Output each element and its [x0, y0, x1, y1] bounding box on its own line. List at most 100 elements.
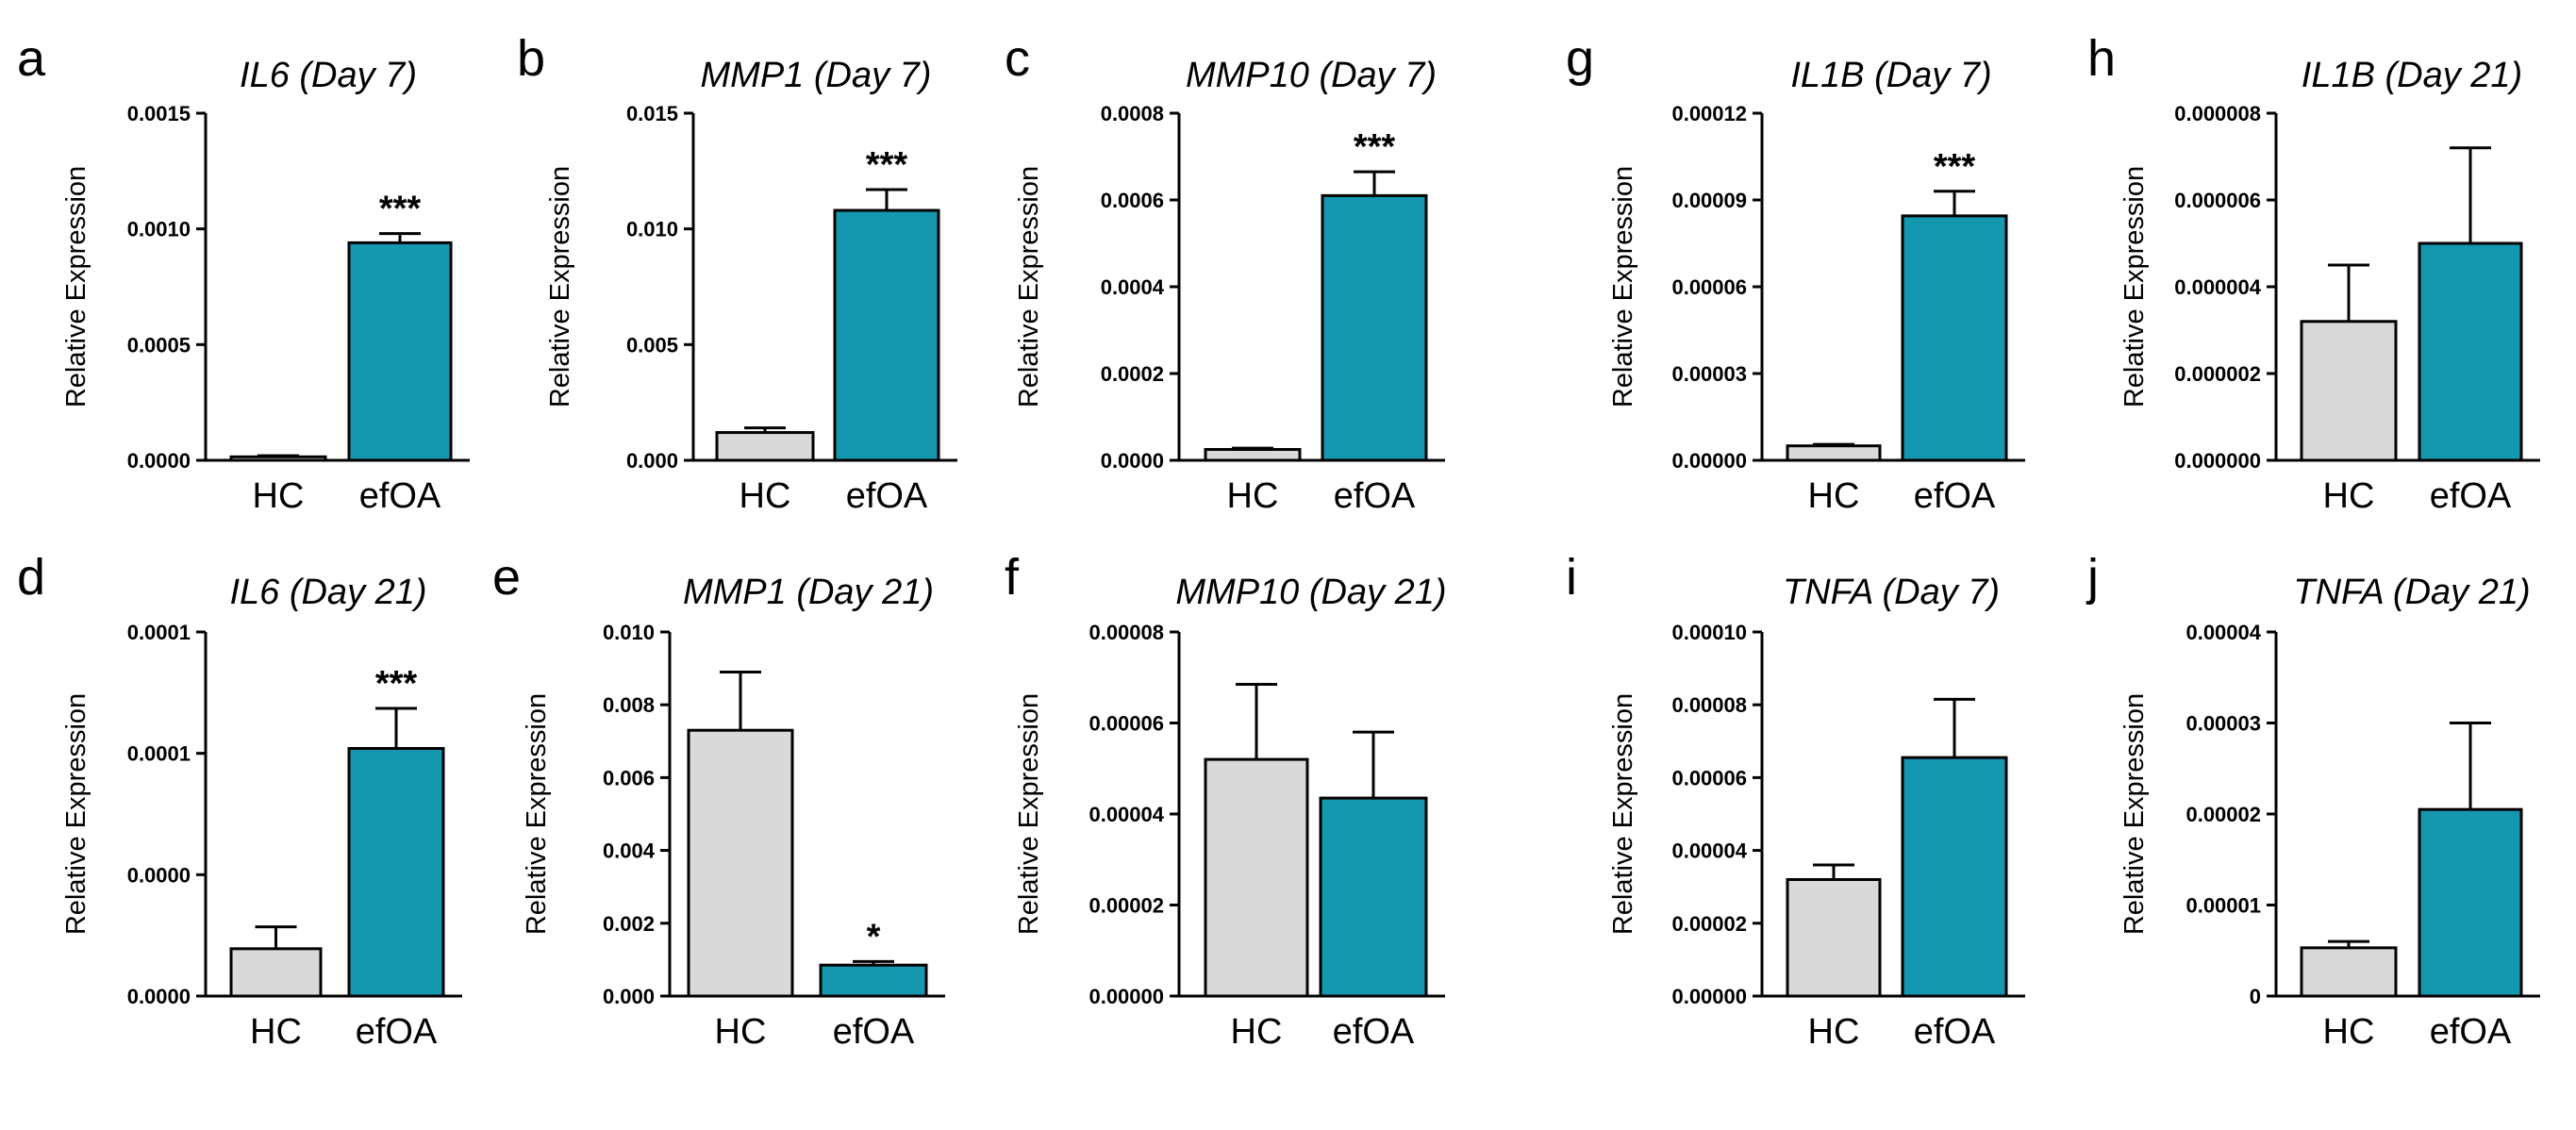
y-tick-label: 0.00010	[1671, 621, 1747, 644]
y-axis-label: Relative Expression	[61, 693, 91, 935]
chart-title: MMP1 (Day 21)	[683, 573, 934, 612]
y-tick-label: 0.0001	[127, 621, 191, 644]
y-tick-label: 0.000002	[2174, 362, 2261, 386]
panel-letter: d	[17, 549, 45, 606]
x-tick-label: efOA	[2430, 476, 2512, 516]
y-tick-label: 0.0001	[127, 742, 191, 766]
chart-title: IL1B (Day 7)	[1790, 56, 1991, 95]
x-tick-label: HC	[1808, 1012, 1860, 1052]
y-tick-label: 0.004	[603, 839, 656, 863]
bar-hc	[715, 431, 815, 462]
y-axis-label: Relative Expression	[61, 166, 91, 407]
y-tick-label: 0.006	[603, 766, 655, 789]
y-tick-label: 0.00009	[1671, 189, 1747, 212]
panel-letter: a	[17, 30, 46, 87]
bar-efoa	[1901, 214, 2008, 462]
y-tick-label: 0.00002	[2185, 803, 2261, 826]
error-bar-efoa	[379, 232, 421, 243]
bar-efoa	[2418, 807, 2523, 998]
y-tick-label: 0.000008	[2174, 102, 2261, 125]
x-tick-label: HC	[253, 476, 305, 516]
chart-title: TNFA (Day 7)	[1783, 573, 2000, 612]
y-tick-label: 0.00012	[1671, 102, 1747, 125]
x-tick-label: HC	[1231, 1012, 1283, 1052]
panel-letter: h	[2087, 30, 2116, 87]
y-tick-label: 0.0006	[1101, 189, 1164, 212]
y-tick-label: 0.0000	[127, 449, 191, 473]
bar-efoa	[347, 747, 445, 998]
y-tick-label: 0.015	[626, 102, 678, 125]
chart-panel-j: j TNFA (Day 21) Relative Expression 0 0.0000…	[2086, 549, 2540, 1052]
significance-marker: ***	[866, 145, 908, 185]
y-tick-label: 0.0000	[127, 863, 191, 887]
panel-letter: j	[2086, 549, 2099, 606]
y-tick-label: 0.00002	[1089, 894, 1164, 918]
x-tick-label: HC	[2323, 1012, 2375, 1052]
y-tick-label: 0.0010	[127, 218, 191, 241]
x-tick-label: efOA	[1333, 1012, 1415, 1052]
y-tick-label: 0.000000	[2174, 449, 2261, 473]
y-tick-label: 0.0015	[127, 102, 191, 125]
y-tick-label: 0.005	[626, 333, 678, 357]
chart-title: IL1B (Day 21)	[2302, 56, 2522, 95]
error-bar-hc	[258, 454, 299, 457]
bar-hc	[2300, 946, 2398, 998]
y-tick-label: 0.00004	[2185, 621, 2261, 644]
chart-panel-f: f MMP10 (Day 21) Relative Expression 0.0000…	[1005, 549, 1447, 1052]
y-tick-label: 0.000004	[2174, 275, 2262, 299]
y-tick-label: 0	[2250, 985, 2261, 1008]
y-axis-label: Relative Expression	[1014, 693, 1044, 935]
error-bar-hc	[744, 426, 786, 433]
x-tick-label: efOA	[1334, 476, 1416, 516]
error-bar-efoa	[1934, 697, 1975, 758]
x-tick-label: efOA	[359, 476, 441, 516]
x-tick-label: HC	[715, 1012, 767, 1052]
error-bar-efoa	[853, 959, 894, 966]
bar-efoa	[819, 963, 928, 998]
bar-efoa	[1321, 193, 1428, 462]
chart-panel-e: e MMP1 (Day 21) Relative Expression 0.000 0.…	[492, 549, 945, 1052]
chart-title: MMP10 (Day 7)	[1186, 56, 1437, 95]
x-tick-label: HC	[1227, 476, 1279, 516]
y-axis-label: Relative Expression	[2119, 693, 2150, 935]
y-tick-label: 0.0008	[1101, 102, 1164, 125]
y-tick-label: 0.00008	[1089, 621, 1164, 644]
y-tick-label: 0.000	[603, 985, 655, 1008]
chart-panel-h: h IL1B (Day 21) Relative Expression 0.00000…	[2087, 30, 2540, 516]
bar-efoa	[833, 208, 940, 462]
x-tick-label: efOA	[846, 476, 928, 516]
y-axis-label: Relative Expression	[545, 166, 575, 407]
error-bar-efoa	[375, 706, 417, 749]
error-bar-efoa	[1353, 730, 1394, 799]
y-tick-label: 0.00003	[2185, 712, 2261, 736]
panel-letter: g	[1566, 30, 1594, 87]
bar-hc	[1204, 448, 1302, 462]
chart-title: MMP10 (Day 21)	[1175, 573, 1446, 612]
chart-panel-b: b MMP1 (Day 7) Relative Expression 0.000 0.0…	[517, 30, 957, 516]
y-axis-label: Relative Expression	[522, 693, 552, 935]
bar-hc	[687, 728, 794, 998]
y-tick-label: 0.00002	[1671, 912, 1747, 936]
error-bar-hc	[720, 670, 761, 731]
y-tick-label: 0.010	[603, 621, 655, 644]
y-axis-label: Relative Expression	[1608, 166, 1638, 407]
significance-marker: ***	[379, 190, 422, 229]
bar-efoa	[1901, 756, 2008, 998]
y-tick-label: 0.00003	[1671, 362, 1747, 386]
y-tick-label: 0.00001	[2185, 894, 2261, 918]
error-bar-efoa	[1934, 190, 1975, 216]
bar-hc	[229, 947, 323, 998]
x-tick-label: efOA	[356, 1012, 438, 1052]
x-tick-label: HC	[1808, 476, 1860, 516]
y-tick-label: 0.00008	[1671, 693, 1747, 717]
chart-panel-d: d IL6 (Day 21) Relative Expression 0.0000 0.…	[17, 549, 462, 1052]
bar-hc	[2300, 320, 2398, 462]
x-tick-label: efOA	[833, 1012, 915, 1052]
bar-hc	[1786, 877, 1882, 998]
x-tick-label: HC	[740, 476, 791, 516]
chart-panel-a: a IL6 (Day 7) Relative Expression 0.0000 0.0…	[17, 30, 470, 516]
y-tick-label: 0.010	[626, 218, 678, 241]
chart-title: MMP1 (Day 7)	[701, 56, 932, 95]
significance-marker: *	[867, 917, 881, 956]
chart-panel-c: c MMP10 (Day 7) Relative Expression 0.0000 0…	[1005, 30, 1445, 516]
